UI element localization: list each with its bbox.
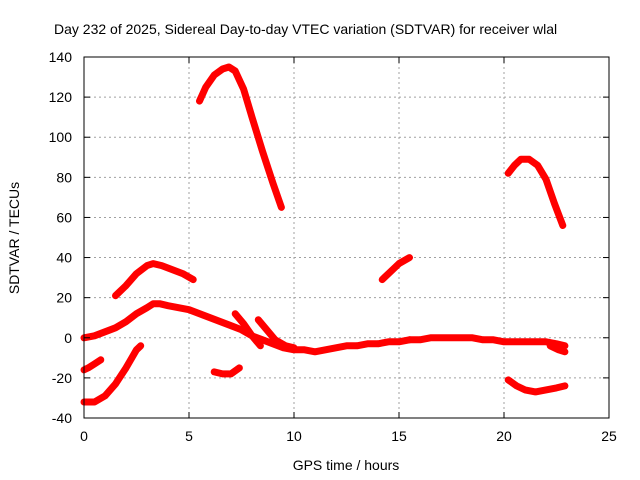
y-tick-label: 100 (49, 129, 73, 145)
y-tick-label: -20 (52, 370, 72, 386)
y-tick-label: 0 (64, 330, 72, 346)
plot-frame (83, 56, 610, 419)
series-arc-9 (254, 316, 298, 352)
x-tick-label: 5 (185, 428, 193, 444)
x-tick-label: 0 (80, 428, 88, 444)
series-arc-2 (112, 260, 197, 300)
ticks (83, 56, 610, 419)
series-arc-3 (80, 300, 413, 356)
x-tick-label: 20 (496, 428, 512, 444)
x-axis-label: GPS time / hours (293, 457, 400, 473)
x-tick-label: 15 (391, 428, 407, 444)
y-tick-labels: -40 -20 0 20 40 60 80 100 120 140 (49, 49, 73, 426)
y-tick-label: 60 (56, 209, 72, 225)
data-series (80, 63, 569, 406)
chart-title: Day 232 of 2025, Sidereal Day-to-day VTE… (54, 21, 557, 37)
series-arc-7 (210, 364, 243, 378)
grid (84, 57, 609, 418)
y-tick-label: 140 (49, 49, 73, 65)
y-axis-label: SDTVAR / TECUs (6, 182, 22, 294)
y-tick-label: 80 (56, 169, 72, 185)
series-arc-13 (546, 342, 569, 356)
y-tick-label: 40 (56, 250, 72, 266)
series-arc-1 (196, 63, 285, 211)
x-tick-label: 25 (601, 428, 617, 444)
x-tick-labels: 0 5 10 15 20 25 (80, 428, 617, 444)
series-arc-5 (80, 356, 105, 374)
series-arc-12 (504, 376, 569, 396)
x-tick-label: 10 (286, 428, 302, 444)
y-tick-label: 120 (49, 89, 73, 105)
series-arc-8 (231, 310, 264, 350)
y-tick-label: -40 (52, 410, 72, 426)
series-arc-11 (504, 155, 567, 229)
series-arc-4 (406, 334, 569, 350)
y-tick-label: 20 (56, 290, 72, 306)
series-arc-6 (80, 342, 145, 406)
series-arc-10 (378, 254, 413, 284)
